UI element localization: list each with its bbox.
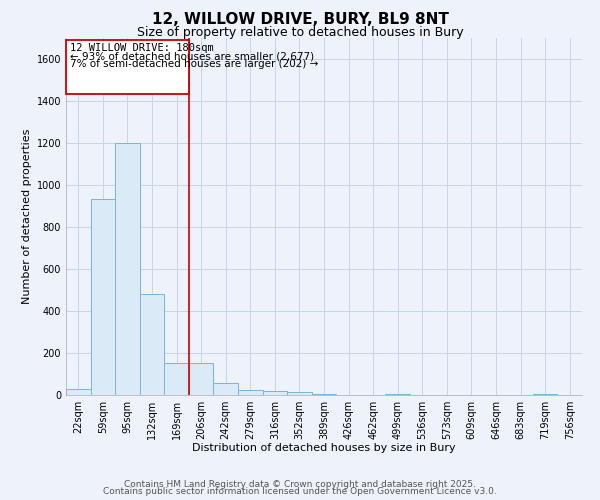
Bar	[91, 200, 115, 395]
X-axis label: Distribution of detached houses by size in Bury: Distribution of detached houses by size …	[192, 444, 456, 454]
Bar	[189, 364, 214, 395]
Text: Contains HM Land Registry data © Crown copyright and database right 2025.: Contains HM Land Registry data © Crown c…	[124, 480, 476, 489]
Text: Contains public sector information licensed under the Open Government Licence v3: Contains public sector information licen…	[103, 488, 497, 496]
Text: Size of property relative to detached houses in Bury: Size of property relative to detached ho…	[137, 26, 463, 39]
Bar	[66, 388, 91, 395]
Bar	[533, 394, 557, 395]
Bar	[115, 142, 140, 395]
Bar	[287, 392, 312, 395]
Bar	[164, 364, 189, 395]
Bar	[312, 394, 336, 395]
Text: 12, WILLOW DRIVE, BURY, BL9 8NT: 12, WILLOW DRIVE, BURY, BL9 8NT	[152, 12, 448, 28]
Bar	[238, 390, 263, 395]
Bar	[385, 394, 410, 395]
FancyBboxPatch shape	[66, 40, 189, 94]
Bar	[214, 384, 238, 395]
Text: 7% of semi-detached houses are larger (202) →: 7% of semi-detached houses are larger (2…	[70, 58, 318, 68]
Text: 12 WILLOW DRIVE: 180sqm: 12 WILLOW DRIVE: 180sqm	[70, 43, 214, 53]
Text: ← 93% of detached houses are smaller (2,677): ← 93% of detached houses are smaller (2,…	[70, 51, 314, 61]
Y-axis label: Number of detached properties: Number of detached properties	[22, 128, 32, 304]
Bar	[263, 391, 287, 395]
Bar	[140, 294, 164, 395]
